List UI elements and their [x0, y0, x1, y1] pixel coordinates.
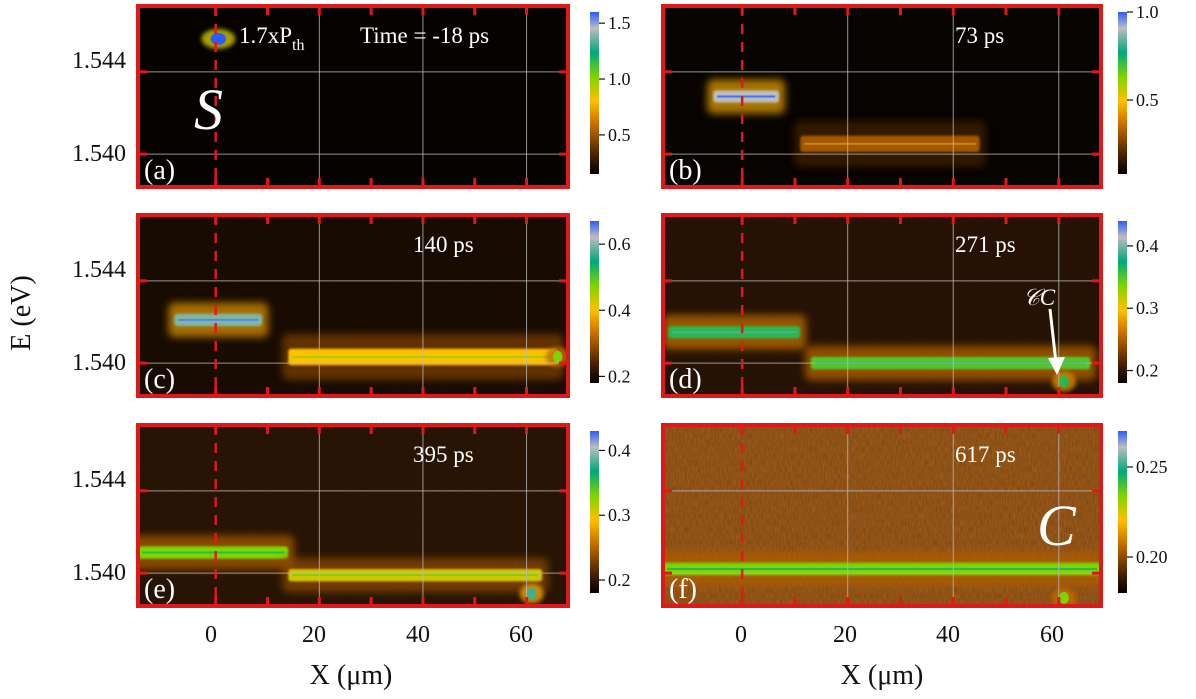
time-label: 271 ps — [955, 232, 1016, 257]
time-label: 140 ps — [413, 232, 474, 257]
annotation-cc: 𝒞C — [1023, 285, 1056, 310]
emission-spot — [526, 587, 537, 600]
y-axis-title: E (eV) — [6, 275, 37, 350]
plot-area — [138, 215, 568, 396]
x-tick-labels-right: 0 20 40 60 — [735, 622, 1064, 648]
colorbar-tick-label: 0.25 — [1136, 457, 1168, 477]
colorbar-tick-label: 1.5 — [608, 13, 631, 33]
x-axis-title-left: X (μm) — [310, 660, 393, 691]
x-tick-label: 60 — [509, 622, 533, 648]
colorbar-tick-label: 1.0 — [1136, 2, 1159, 22]
emission-spot — [1059, 375, 1069, 388]
time-label: Time = -18 ps — [360, 23, 489, 48]
panel-f: (f) 617 ps C 0.20 0.25 — [661, 423, 1168, 608]
colorbar-tick-label: 0.4 — [608, 440, 631, 460]
panel-letter: (b) — [669, 155, 702, 186]
colorbar-tick-label: 0.4 — [608, 300, 631, 320]
energy-band-core — [178, 318, 259, 321]
colorbar — [1118, 12, 1127, 174]
panel-letter: (f) — [669, 574, 697, 605]
colorbar-tick-label: 0.5 — [608, 125, 631, 145]
panel-c: (c) 140 ps 0.2 0.4 0.6 — [136, 213, 631, 398]
colorbar — [590, 431, 599, 593]
panel-frame — [661, 423, 1103, 608]
annotation-arrow — [1048, 308, 1058, 364]
plot-area — [138, 425, 568, 606]
y-tick-label: 1.544 — [72, 257, 126, 283]
colorbar-tick-label: 1.0 — [608, 69, 631, 89]
y-tick-label: 1.544 — [72, 48, 126, 74]
emission-spot — [1059, 591, 1069, 604]
panel-a: (a) 1.7xPth Time = -18 ps S 0.5 1.0 1.5 — [136, 4, 631, 189]
panel-frame — [136, 4, 570, 189]
panel-frame — [136, 213, 570, 398]
emission-spot — [552, 350, 563, 363]
y-tick-label: 1.540 — [72, 141, 126, 167]
colorbar — [590, 12, 599, 174]
colorbar-tick-label: 0.6 — [608, 234, 631, 254]
x-tick-label: 20 — [302, 622, 326, 648]
colorbar-tick-label: 0.3 — [1136, 298, 1159, 318]
panel-b: (b) 73 ps 0.5 1.0 — [661, 2, 1159, 189]
colorbar-tick-label: 0.2 — [608, 366, 631, 386]
panel-d: (d) 271 ps 𝒞C 0.2 0.3 0.4 — [661, 213, 1159, 398]
y-tick-label: 1.540 — [72, 560, 126, 586]
colorbar-tick-label: 0.2 — [1136, 361, 1159, 381]
x-tick-label: 0 — [735, 622, 747, 648]
y-tick-label: 1.544 — [72, 467, 126, 493]
panel-letter: (e) — [144, 574, 175, 605]
emission-spot — [210, 32, 227, 45]
colorbar-tick-label: 0.5 — [1136, 90, 1159, 110]
time-label: 617 ps — [955, 442, 1016, 467]
x-tick-label: 0 — [205, 622, 217, 648]
time-label: 73 ps — [955, 23, 1004, 48]
energy-band-core — [667, 567, 1097, 570]
panel-e: (e) 395 ps 0.2 0.3 0.4 — [136, 423, 631, 608]
plot-area — [663, 6, 1101, 187]
annotation-s: S — [194, 77, 223, 142]
x-tick-label: 20 — [833, 622, 857, 648]
annotation-c: C — [1037, 493, 1077, 558]
x-tick-label: 40 — [936, 622, 960, 648]
panel-letter: (d) — [669, 364, 702, 395]
energy-band-core — [142, 551, 285, 554]
x-tick-label: 60 — [1040, 622, 1064, 648]
x-tick-label: 40 — [406, 622, 430, 648]
time-label: 395 ps — [413, 442, 474, 467]
panel-frame — [661, 213, 1103, 398]
y-tick-labels: 1.544 1.540 1.544 1.540 1.544 1.540 — [72, 48, 126, 586]
y-tick-label: 1.540 — [72, 350, 126, 376]
annotation-arrowhead — [1048, 357, 1065, 375]
colorbar-tick-label: 0.2 — [608, 570, 631, 590]
x-tick-labels-left: 0 20 40 60 — [205, 622, 533, 648]
colorbar-tick-label: 0.4 — [1136, 236, 1159, 256]
x-axis-title-right: X (μm) — [841, 660, 924, 691]
energy-band-core — [672, 331, 797, 334]
colorbar-tick-label: 0.3 — [608, 505, 631, 525]
colorbar-tick-label: 0.20 — [1136, 547, 1168, 567]
colorbar — [1118, 221, 1127, 383]
plot-area — [663, 425, 1101, 606]
energy-band-core — [717, 95, 776, 98]
pump-power-text: 1.7xP — [239, 23, 292, 48]
colorbar — [1118, 431, 1127, 593]
panel-frame — [136, 423, 570, 608]
plot-area — [138, 6, 568, 187]
panel-letter: (c) — [144, 364, 175, 395]
pump-power-label: 1.7xPth — [239, 23, 305, 54]
panel-frame — [661, 4, 1103, 189]
energy-band-core — [292, 574, 539, 577]
pump-power-subscript: th — [292, 37, 304, 54]
colorbar — [590, 221, 599, 383]
panel-letter: (a) — [144, 155, 175, 186]
energy-band-core — [804, 142, 976, 145]
